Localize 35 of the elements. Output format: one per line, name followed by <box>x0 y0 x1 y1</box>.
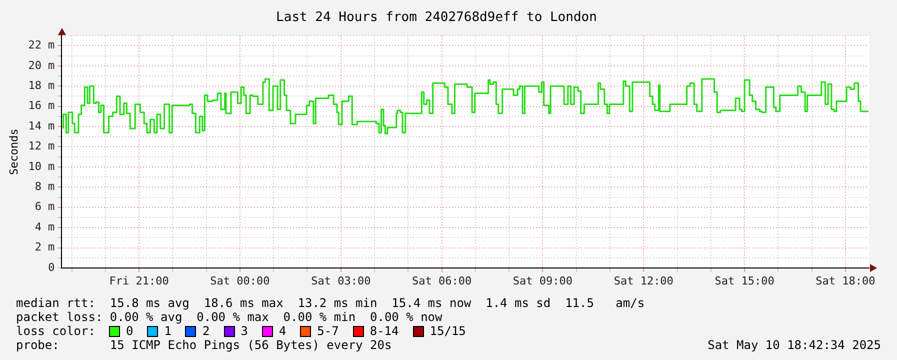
text: median rtt: 15.8 ms avg 18.6 ms max 13.2 ms min 15.4 ms now 1.4 ms sd 11.5 am/s <box>16 296 645 310</box>
x-tick-label: Sat 03:00 <box>311 274 371 288</box>
x-tick-label: Sat 09:00 <box>512 274 573 288</box>
text: Sat May 10 18:42:34 2025 <box>708 338 881 352</box>
y-tick-label: 6 m <box>34 200 56 214</box>
text: 1 <box>164 324 172 338</box>
chart-title: Last 24 Hours from 2402768d9eff to London <box>276 10 597 26</box>
x-tick-label: Sat 18:00 <box>816 274 876 288</box>
x-tick-label: Sat 12:00 <box>614 274 674 288</box>
x-tick-label: Sat 06:00 <box>412 274 472 288</box>
x-tick-label: Sat 00:00 <box>210 274 270 288</box>
y-tick-label: 14 m <box>28 119 56 132</box>
text: 5-7 <box>317 324 339 338</box>
y-tick-label: 20 m <box>28 58 56 72</box>
y-tick-label: 8 m <box>34 180 56 194</box>
text: 2 <box>202 324 210 338</box>
x-tick-label: Sat 15:00 <box>714 274 774 288</box>
text: 15/15 <box>430 324 466 338</box>
y-tick-label: 2 m <box>34 240 56 254</box>
y-tick-label: 10 m <box>28 160 56 173</box>
y-tick-label: 0 <box>48 260 55 274</box>
text: probe: 15 ICMP Echo Pings (56 Bytes) every 20s <box>16 338 393 352</box>
text: 4 <box>278 324 286 338</box>
text: packet loss: 0.00 % avg 0.00 % max 0.00 % min 0.00 % now <box>16 310 444 324</box>
text: 3 <box>240 324 248 338</box>
text: loss color: <box>16 324 96 338</box>
y-tick-label: 4 m <box>34 220 56 234</box>
y-axis-title: Seconds <box>7 128 20 175</box>
y-tick-label: 12 m <box>28 140 56 153</box>
text: 0 <box>126 324 134 338</box>
text: 8-14 <box>370 324 399 338</box>
y-tick-label: 16 m <box>28 99 56 112</box>
y-tick-label: 22 m <box>28 38 56 52</box>
y-tick-label: 18 m <box>28 78 56 92</box>
x-tick-label: Fri 21:00 <box>109 274 169 288</box>
